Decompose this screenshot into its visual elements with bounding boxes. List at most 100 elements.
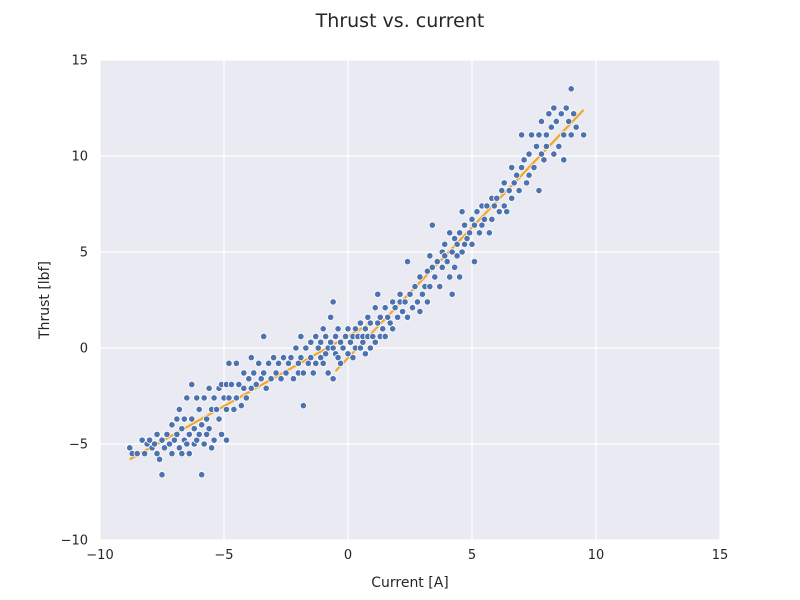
data-point [212, 405, 221, 414]
x-tick-labels: −10 −5 0 5 10 15 [86, 548, 728, 563]
data-point [190, 425, 198, 433]
x-tick-label: −5 [214, 548, 233, 563]
data-point [309, 369, 317, 377]
data-point [438, 263, 446, 271]
data-point [371, 338, 379, 346]
data-point [446, 229, 454, 237]
data-point [545, 110, 553, 118]
data-point [168, 421, 176, 429]
data-point [322, 332, 330, 341]
data-point [379, 325, 387, 333]
data-point [150, 440, 159, 448]
data-point [336, 359, 345, 367]
data-point [527, 131, 536, 139]
data-point [455, 229, 464, 237]
data-point [307, 353, 315, 362]
data-point [252, 380, 260, 389]
data-point [289, 375, 298, 383]
data-point [535, 131, 543, 139]
data-point [436, 282, 444, 291]
data-point [279, 353, 288, 362]
data-point [230, 405, 238, 414]
data-point [495, 208, 503, 216]
data-point [552, 117, 560, 126]
data-point [319, 359, 327, 367]
data-point [183, 394, 191, 402]
data-point [329, 375, 337, 383]
data-point [178, 425, 186, 433]
data-point [178, 449, 186, 458]
data-point [428, 221, 436, 229]
data-point [401, 298, 409, 306]
data-point [560, 131, 568, 139]
data-point [217, 430, 226, 438]
data-point [441, 240, 449, 248]
data-point [510, 179, 518, 187]
x-tick-label: 15 [712, 548, 729, 563]
data-point [522, 179, 531, 187]
data-point [232, 359, 240, 367]
data-point [210, 436, 218, 444]
data-point [475, 229, 484, 237]
data-point [205, 384, 213, 392]
data-point [260, 369, 268, 377]
data-point [532, 142, 541, 150]
y-tick-label: 15 [71, 54, 88, 69]
data-point [550, 150, 558, 158]
data-point [480, 215, 488, 223]
data-point [210, 394, 218, 402]
data-point [458, 208, 466, 216]
plot-background [100, 60, 720, 540]
data-point [188, 415, 196, 423]
data-point [547, 123, 555, 131]
data-point [312, 332, 320, 341]
data-point [158, 436, 166, 444]
data-point [168, 449, 176, 458]
data-point [453, 240, 461, 248]
data-point [272, 369, 280, 377]
data-point [222, 405, 231, 414]
data-point [525, 150, 533, 158]
data-point [299, 401, 307, 410]
data-point [274, 359, 283, 367]
data-point [542, 131, 551, 139]
data-point [312, 359, 320, 367]
data-point [468, 240, 476, 248]
data-point [423, 267, 431, 275]
data-point [327, 313, 335, 321]
data-point [351, 325, 360, 333]
data-point [525, 171, 533, 179]
data-point [185, 430, 193, 438]
data-point [344, 350, 352, 358]
data-point [503, 208, 511, 216]
data-point [146, 436, 154, 444]
data-point [208, 444, 216, 452]
data-point [508, 163, 516, 172]
data-point [262, 384, 270, 392]
data-point [160, 444, 169, 452]
data-point [200, 440, 208, 448]
data-point [138, 436, 146, 444]
data-point [403, 257, 412, 266]
data-point [408, 304, 417, 312]
data-points [126, 85, 588, 479]
data-point [517, 163, 526, 172]
data-point [173, 430, 181, 438]
data-point [133, 449, 141, 458]
data-point [493, 194, 501, 202]
data-point [341, 332, 350, 341]
data-point [537, 117, 546, 126]
data-point [416, 273, 424, 281]
data-point [334, 325, 342, 333]
data-point [443, 257, 451, 266]
data-point [158, 471, 166, 479]
data-point [317, 338, 325, 346]
data-point [240, 369, 248, 377]
data-point [490, 202, 498, 210]
data-point [307, 338, 315, 346]
data-point [418, 290, 426, 298]
data-point [299, 369, 307, 377]
y-axis-label: Thrust [lbf] [37, 261, 53, 340]
data-point [195, 430, 203, 438]
